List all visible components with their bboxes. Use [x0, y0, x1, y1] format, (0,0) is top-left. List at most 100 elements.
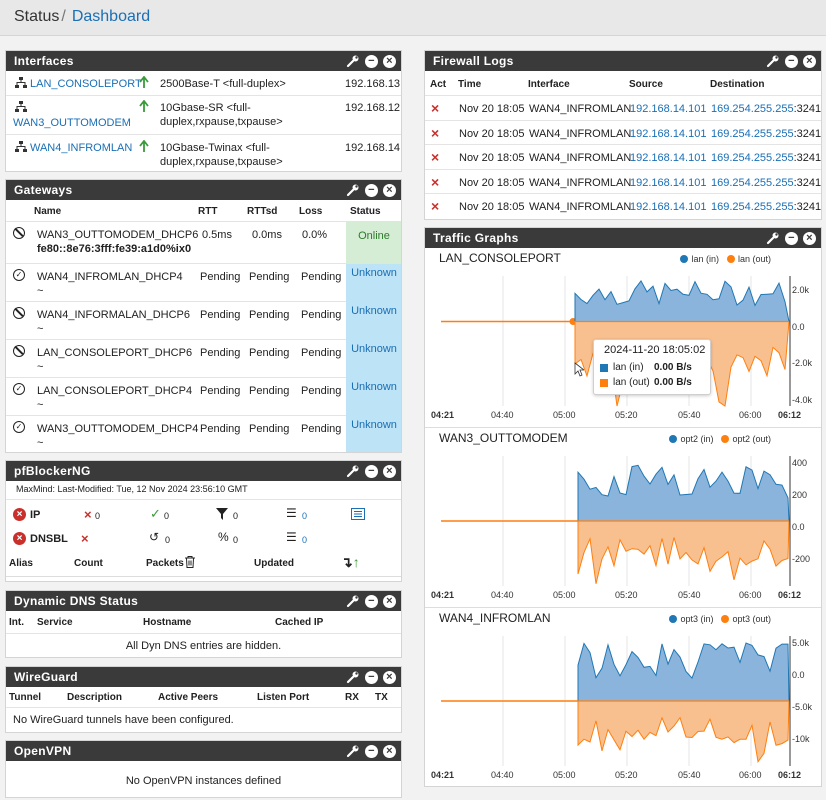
openvpn-message: No OpenVPN instances defined [125, 775, 282, 787]
gateway-rttsd: Pending [249, 309, 290, 321]
interface-name-link[interactable]: WAN3_OUTTOMODEM [13, 117, 131, 129]
breadcrumb-status[interactable]: Status [14, 8, 60, 25]
legend-item[interactable]: opt2 (out) [721, 434, 771, 444]
close-icon[interactable]: × [383, 183, 396, 197]
interface-name-link[interactable]: LAN_CONSOLEPORT [30, 78, 142, 90]
pfb-ip-c4[interactable]: 0 [302, 511, 308, 521]
x-tick-label: 04:40 [491, 410, 514, 420]
wrench-icon[interactable] [346, 54, 360, 68]
panel-title: OpenVPN [14, 744, 72, 758]
log-source-link[interactable]: 192.168.14.101 [630, 176, 707, 189]
arrow-up-icon [139, 76, 149, 88]
minus-icon[interactable]: − [785, 54, 798, 68]
col-time: Time [458, 79, 482, 90]
col-hostname: Hostname [143, 617, 192, 628]
graph-title: LAN_CONSOLEPORT [439, 251, 561, 265]
gateway-rttsd: Pending [249, 385, 290, 397]
close-icon[interactable]: × [383, 670, 396, 684]
pfb-ip-label: IP [30, 509, 41, 521]
log-source-link[interactable]: 192.168.14.101 [630, 201, 707, 213]
panel-title: pfBlockerNG [14, 464, 91, 478]
col-alias: Alias [9, 558, 33, 569]
log-source-link[interactable]: 192.168.14.101 [630, 152, 707, 164]
col-act: Act [430, 79, 447, 90]
status-badge: Unknown [346, 264, 401, 302]
x-tick-label: 05:40 [678, 770, 701, 780]
log-source-link[interactable]: 192.168.14.101 [630, 127, 707, 140]
log-interface: WAN4_INFROMLAN [529, 152, 632, 164]
x-tick-label: 05:00 [553, 590, 576, 600]
legend-item[interactable]: lan (in) [680, 254, 719, 264]
graph-plot [441, 456, 791, 586]
list-ol-icon: ☰ [286, 530, 297, 544]
panel-title: Interfaces [14, 54, 74, 68]
list-ol-icon: ☰ [286, 506, 297, 520]
col-status: Status [350, 206, 381, 217]
interface-media: 2500Base-T <full-duplex> [160, 78, 286, 90]
wrench-icon[interactable] [346, 670, 360, 684]
wrench-icon[interactable] [766, 231, 780, 245]
pfb-ip-c1: 0 [95, 511, 101, 521]
close-icon[interactable]: × [803, 54, 816, 68]
log-destination-link[interactable]: 169.254.255.255 [711, 103, 794, 115]
log-destination-link[interactable]: 169.254.255.255 [711, 201, 794, 213]
wrench-icon[interactable] [766, 54, 780, 68]
close-icon[interactable]: × [383, 744, 396, 758]
x-tick-label: 05:40 [678, 410, 701, 420]
legend-item[interactable]: lan (out) [726, 254, 771, 264]
close-icon[interactable]: × [383, 54, 396, 68]
wrench-icon[interactable] [346, 183, 360, 197]
interface-media: 10Gbase-Twinax <full- [160, 142, 270, 154]
minus-icon[interactable]: − [365, 670, 378, 684]
minus-icon[interactable]: − [365, 594, 378, 608]
minus-icon[interactable]: − [365, 464, 378, 478]
close-icon[interactable]: × [803, 231, 816, 245]
breadcrumb-dashboard[interactable]: Dashboard [71, 8, 151, 25]
y-tick-label: 0.0 [792, 670, 805, 680]
pfb-dnsbl-c2: 0 [165, 535, 171, 545]
legend-label: lan (in) [691, 254, 719, 264]
trash-icon[interactable] [185, 556, 195, 568]
log-destination-link[interactable]: 169.254.255.255 [711, 127, 794, 140]
sort-arrows-icon[interactable]: ↴↑ [341, 554, 360, 570]
minus-icon[interactable]: − [365, 54, 378, 68]
firewall-table-header: Act Time Interface Source Destination [425, 71, 821, 96]
log-destination-link[interactable]: 169.254.255.255 [711, 176, 794, 189]
log-destination: 169.254.255.255:32414 [711, 103, 821, 115]
gateways-panel: Gateways − × Name RTT RTTsd Loss Status … [5, 179, 402, 453]
list-alt-icon[interactable] [351, 508, 365, 520]
minus-icon[interactable]: − [365, 744, 378, 758]
check-icon: ✓ [150, 506, 161, 521]
col-tunnel: Tunnel [9, 692, 42, 703]
x-tick-label: 04:21 [431, 770, 455, 780]
panel-title: WireGuard [14, 670, 78, 684]
interface-name-link[interactable]: WAN4_INFROMLAN [30, 142, 133, 154]
minus-icon[interactable]: − [785, 231, 798, 245]
block-x-icon: × [81, 531, 89, 546]
wrench-icon[interactable] [346, 464, 360, 478]
firewall-log-row: × Nov 20 18:05 WAN4_INFROMLAN 192.168.14.10… [425, 194, 821, 219]
gateway-row: WAN3_OUTTOMODEM_DHCP6 fe80::8e76:3fff:fe3… [6, 222, 401, 264]
traffic-graph: WAN3_OUTTOMODEM opt2 (in) opt2 (out) 400 200… [425, 428, 821, 608]
minus-icon[interactable]: − [365, 183, 378, 197]
wrench-icon[interactable] [346, 594, 360, 608]
legend-item[interactable]: opt3 (out) [721, 614, 771, 624]
pfb-dnsbl-c4[interactable]: 0 [302, 535, 308, 545]
block-x-icon: × [431, 100, 440, 116]
legend-item[interactable]: opt3 (in) [669, 614, 713, 624]
network-icon [15, 77, 27, 88]
legend-item[interactable]: opt2 (in) [669, 434, 713, 444]
close-icon[interactable]: × [383, 464, 396, 478]
traffic-graph: WAN4_INFROMLAN opt3 (in) opt3 (out) 5.0k 0.0… [425, 608, 821, 786]
col-count: Count [74, 558, 103, 569]
log-source-link[interactable]: 192.168.14.101 [630, 103, 707, 115]
col-tx: TX [375, 692, 388, 703]
gateway-address: ~ [37, 399, 44, 411]
block-x-icon: × [84, 507, 92, 522]
gateways-header: Gateways − × [6, 180, 401, 200]
log-destination-link[interactable]: 169.254.255.255 [711, 152, 794, 164]
panel-title: Gateways [14, 183, 73, 197]
wrench-icon[interactable] [346, 744, 360, 758]
close-icon[interactable]: × [383, 594, 396, 608]
col-int: Int. [9, 617, 24, 628]
